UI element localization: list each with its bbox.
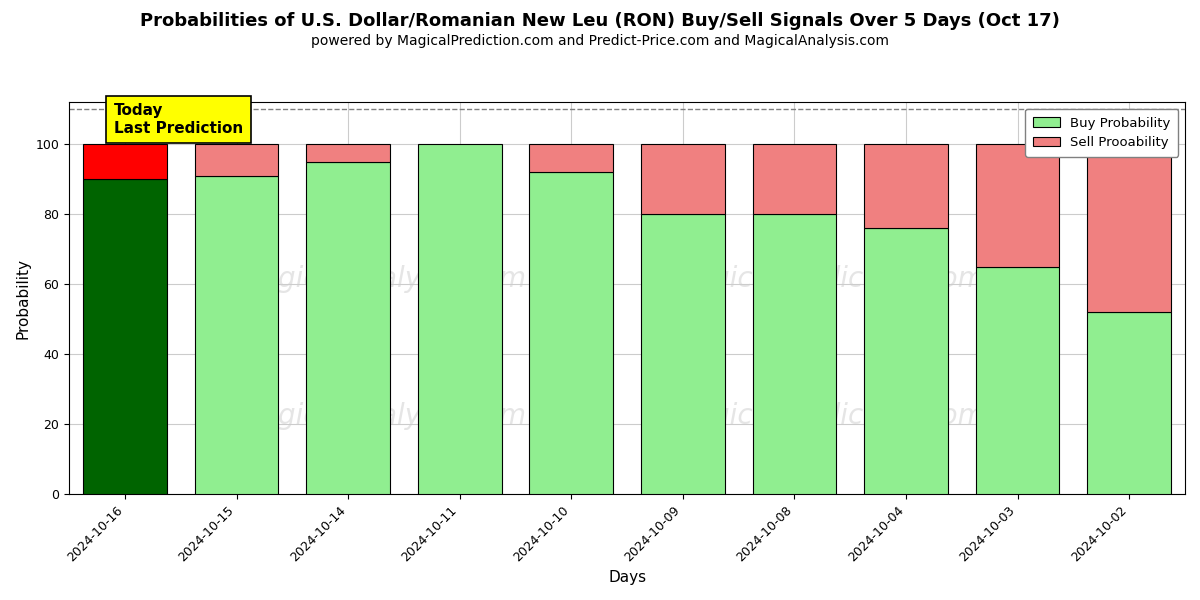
- Text: Today
Last Prediction: Today Last Prediction: [114, 103, 244, 136]
- Bar: [418, 144, 502, 494]
- Bar: [306, 144, 390, 161]
- Bar: [976, 144, 1060, 266]
- Text: Probabilities of U.S. Dollar/Romanian New Leu (RON) Buy/Sell Signals Over 5 Days: Probabilities of U.S. Dollar/Romanian Ne…: [140, 12, 1060, 30]
- Text: MagicalPrediction.com: MagicalPrediction.com: [671, 402, 985, 430]
- Bar: [976, 266, 1060, 494]
- Bar: [752, 214, 836, 494]
- Bar: [864, 228, 948, 494]
- Y-axis label: Probability: Probability: [16, 257, 30, 338]
- Bar: [641, 144, 725, 214]
- Bar: [529, 172, 613, 494]
- X-axis label: Days: Days: [608, 570, 646, 585]
- Text: MagicalAnalysis.com: MagicalAnalysis.com: [238, 265, 526, 293]
- Bar: [194, 144, 278, 176]
- Bar: [864, 144, 948, 228]
- Legend: Buy Probability, Sell Prooability: Buy Probability, Sell Prooability: [1025, 109, 1178, 157]
- Bar: [194, 176, 278, 494]
- Bar: [529, 144, 613, 172]
- Bar: [83, 144, 167, 179]
- Bar: [641, 214, 725, 494]
- Text: powered by MagicalPrediction.com and Predict-Price.com and MagicalAnalysis.com: powered by MagicalPrediction.com and Pre…: [311, 34, 889, 48]
- Bar: [1087, 312, 1171, 494]
- Bar: [83, 179, 167, 494]
- Text: MagicalPrediction.com: MagicalPrediction.com: [671, 265, 985, 293]
- Bar: [306, 161, 390, 494]
- Text: MagicalAnalysis.com: MagicalAnalysis.com: [238, 402, 526, 430]
- Bar: [1087, 144, 1171, 312]
- Bar: [752, 144, 836, 214]
